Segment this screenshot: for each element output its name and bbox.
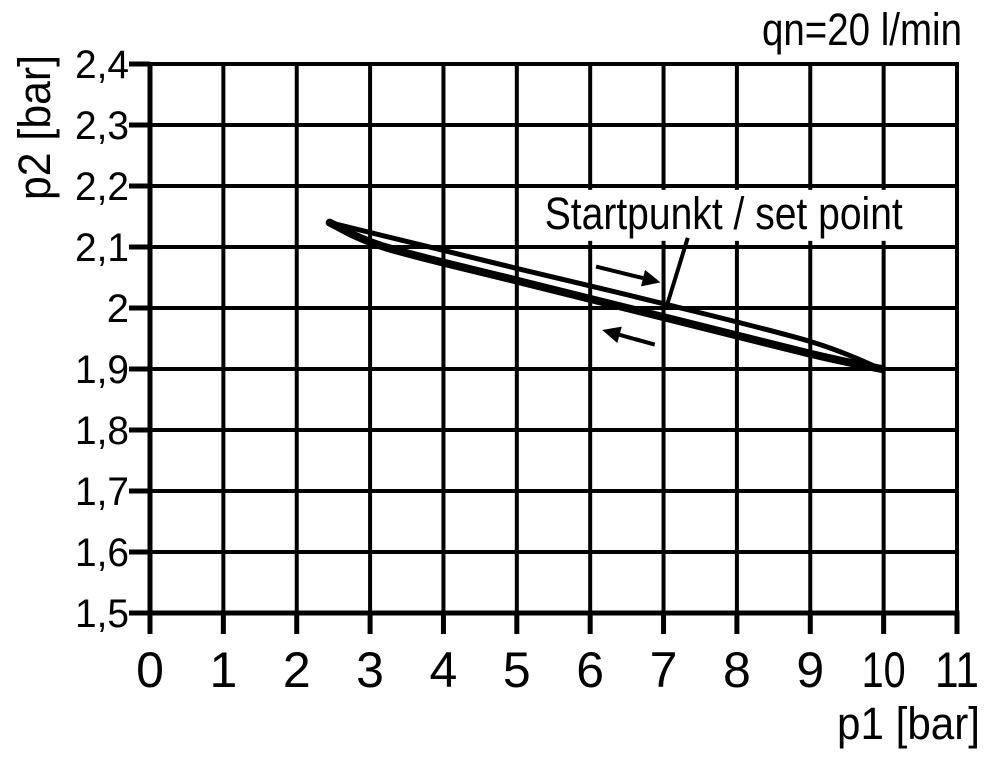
decrease-direction-arrow-shaft: [618, 332, 656, 347]
y-tick-label: 2: [107, 287, 129, 331]
x-tick-label: 3: [356, 642, 384, 698]
setpoint-annotation: Startpunkt / set point: [540, 188, 907, 310]
y-tick-label: 1,9: [75, 348, 129, 392]
x-tick-label: 1: [209, 642, 237, 698]
x-tick-label: 2: [283, 642, 311, 698]
increase-direction-arrow-head: [641, 269, 661, 287]
setpoint-label: Startpunkt / set point: [545, 188, 903, 239]
setpoint-pointer-line: [663, 237, 690, 310]
y-tick-label: 1,7: [75, 470, 129, 514]
hysteresis-curve: [325, 218, 886, 373]
x-tick-label: 9: [796, 642, 824, 698]
chart-title: qn=20 l/min: [762, 4, 962, 55]
axes: [129, 61, 960, 634]
x-tick-labels: 0 1 2 3 4 5 6 7 8 9 10 11: [136, 642, 979, 698]
hysteresis-curve: [327, 220, 884, 372]
hysteresis-curves: [325, 218, 886, 373]
y-tick-label: 2,3: [75, 104, 129, 148]
y-tick-label: 2,1: [75, 226, 129, 270]
y-tick-label: 1,8: [75, 409, 129, 453]
y-tick-label: 2,2: [75, 165, 129, 209]
x-axis-label: p1 [bar]: [837, 698, 980, 749]
grid-lines: [148, 62, 959, 615]
direction-arrows: [595, 264, 661, 347]
y-axis-label: p2 [bar]: [9, 55, 60, 200]
increase-direction-arrow-shaft: [595, 264, 644, 281]
decrease-direction-arrow-head: [602, 326, 622, 343]
x-tick-label: 10: [862, 642, 906, 698]
x-tick-label: 8: [723, 642, 751, 698]
x-tick-label: 4: [430, 642, 458, 698]
x-tick-label: 7: [650, 642, 678, 698]
x-tick-label: 11: [935, 642, 979, 698]
x-tick-label: 5: [503, 642, 531, 698]
y-tick-label: 1,6: [75, 531, 129, 575]
y-tick-label: 1,5: [75, 592, 129, 636]
x-tick-label: 0: [136, 642, 164, 698]
y-tick-labels: 1,5 1,6 1,7 1,8 1,9 2 2,1 2,2 2,3 2,4: [75, 43, 129, 636]
x-tick-label: 6: [576, 642, 604, 698]
setpoint-label-background: [540, 189, 907, 241]
y-tick-label: 2,4: [75, 43, 129, 87]
